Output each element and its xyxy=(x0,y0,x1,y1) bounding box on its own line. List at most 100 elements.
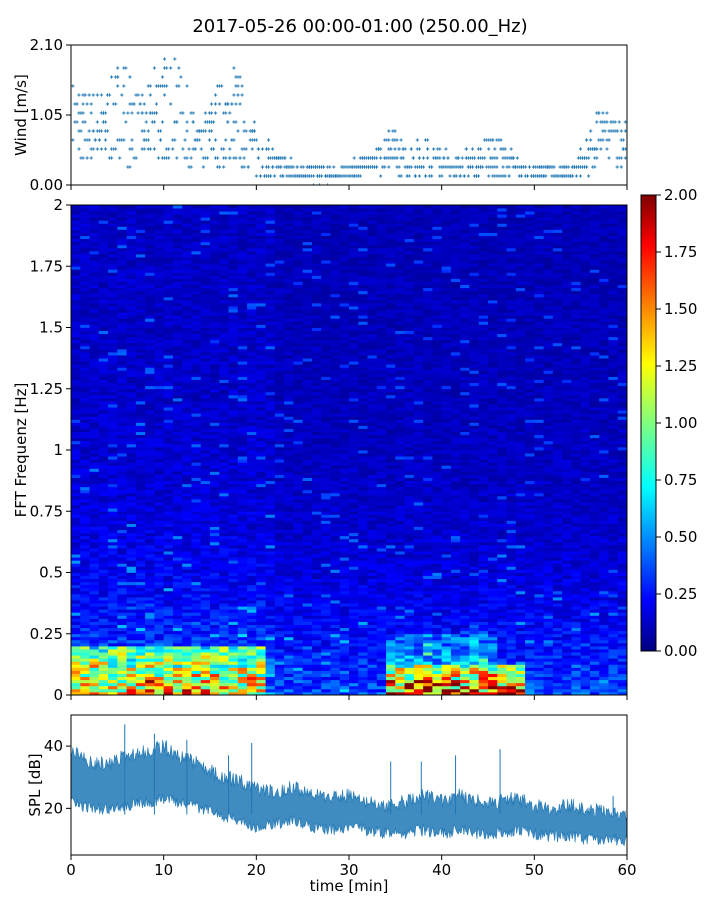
wind-point xyxy=(444,147,448,151)
spectrogram-cell xyxy=(163,431,174,436)
spectrogram-cell xyxy=(80,606,90,610)
spectrogram-cell xyxy=(117,443,127,448)
spectrogram-cell xyxy=(154,630,165,635)
spectrogram-cell xyxy=(172,401,183,405)
spectrogram-cell xyxy=(182,370,192,374)
wind-point xyxy=(379,156,383,160)
spectrogram-cell xyxy=(228,587,239,592)
spectrogram-cell xyxy=(265,459,276,463)
spectrogram-cell xyxy=(200,269,211,273)
spectrogram-cell xyxy=(228,688,239,693)
spectrogram-cell xyxy=(210,327,220,331)
spectrogram-cell xyxy=(191,391,202,396)
spectrogram-cell xyxy=(219,590,229,595)
spectrogram-cell xyxy=(154,590,165,595)
spectrogram-cell xyxy=(172,621,183,625)
spectrogram-cell xyxy=(108,633,118,638)
spectrogram-cell xyxy=(154,327,165,331)
spectrogram-cell xyxy=(154,376,165,380)
spectrogram-cell xyxy=(219,670,229,674)
spectrogram-cell xyxy=(145,630,155,635)
spectrogram-cell xyxy=(163,489,174,494)
spectrogram-cell xyxy=(293,477,304,482)
spectrogram-cell xyxy=(89,581,100,586)
spectrogram-cell xyxy=(247,281,257,286)
spectrogram-cell xyxy=(256,606,266,610)
spectrogram-cell xyxy=(163,315,174,319)
spectrogram-cell xyxy=(117,655,127,659)
spectrogram-cell xyxy=(191,557,202,561)
spectrogram-cell xyxy=(210,642,220,647)
spectrogram-cell xyxy=(237,560,248,564)
spectrogram-cell xyxy=(219,342,229,347)
spectrogram-cell xyxy=(293,489,304,494)
spectrogram-cell xyxy=(80,244,90,249)
spectrogram-cell xyxy=(228,548,239,552)
spectrogram-cell xyxy=(135,223,146,227)
spectrogram-cell xyxy=(256,290,266,295)
spectrogram-cell xyxy=(172,462,183,466)
spectrogram-cell xyxy=(108,624,118,629)
spectrogram-cell xyxy=(172,685,183,690)
spectrogram-cell xyxy=(126,434,137,439)
spectrogram-cell xyxy=(117,477,127,482)
spectrogram-cell xyxy=(219,667,229,671)
spectrogram-cell xyxy=(117,520,127,524)
spectrogram-cell xyxy=(172,520,183,524)
spectrogram-cell xyxy=(293,208,304,212)
spectrogram-cell xyxy=(293,529,304,534)
spectrogram-cell xyxy=(163,303,174,307)
spectrogram-cell xyxy=(126,241,137,246)
spectrogram-cell xyxy=(265,299,276,304)
spectrogram-cell xyxy=(228,385,239,390)
wind-point xyxy=(128,165,132,169)
wind-point xyxy=(234,102,238,106)
spectrogram-cell xyxy=(274,370,285,374)
spectrogram-cell xyxy=(182,376,192,380)
spectrogram-cell xyxy=(256,382,266,387)
spectrogram-cell xyxy=(98,407,109,411)
spectrogram-cell xyxy=(200,566,211,570)
spectrogram-cell xyxy=(117,551,127,555)
spectrogram-cell xyxy=(135,541,146,546)
spectrogram-cell xyxy=(80,630,90,635)
spectrogram-cell xyxy=(191,330,202,335)
spectrogram-cell xyxy=(247,309,257,313)
spectrogram-cell xyxy=(117,315,127,319)
spectrogram-cell xyxy=(200,217,211,221)
spectrogram-cell xyxy=(210,428,220,433)
spectrogram-cell xyxy=(163,639,174,644)
wind-point xyxy=(224,111,228,115)
spectrogram-cell xyxy=(237,440,248,445)
spectrogram-cell xyxy=(191,348,202,353)
spectrogram-cell xyxy=(274,407,285,411)
spectrogram-cell xyxy=(182,327,192,331)
spectrogram-cell xyxy=(163,373,174,377)
spectrogram-cell xyxy=(80,278,90,282)
spectrogram-cell xyxy=(274,247,285,252)
spectrogram-cell xyxy=(200,679,211,684)
spectrogram-cell xyxy=(80,266,90,270)
spectrogram-cell xyxy=(293,508,304,512)
spectrogram-cell xyxy=(172,502,183,506)
spectrogram-cell xyxy=(200,560,211,564)
spectrogram-cell xyxy=(219,584,229,589)
spectrogram-cell xyxy=(247,257,257,261)
spectrogram-cell xyxy=(274,590,285,595)
spectrogram-cell xyxy=(71,682,81,687)
spectrogram-cell xyxy=(80,272,90,276)
spectrogram-cell xyxy=(191,532,202,537)
spectrogram-cell xyxy=(98,505,109,509)
spectrogram-cell xyxy=(256,590,266,595)
spectrogram-cell xyxy=(200,652,211,656)
spectrogram-cell xyxy=(191,293,202,298)
spectrogram-cell xyxy=(200,257,211,261)
spectrogram-cell xyxy=(163,495,174,500)
spectrogram-cell xyxy=(89,293,100,298)
wind-point xyxy=(232,93,236,97)
spectrogram-cell xyxy=(237,266,248,270)
spectrogram-cell xyxy=(71,364,81,368)
spectrogram-cell xyxy=(163,361,174,365)
spectrogram-cell xyxy=(135,538,146,543)
spectrogram-cell xyxy=(80,670,90,674)
